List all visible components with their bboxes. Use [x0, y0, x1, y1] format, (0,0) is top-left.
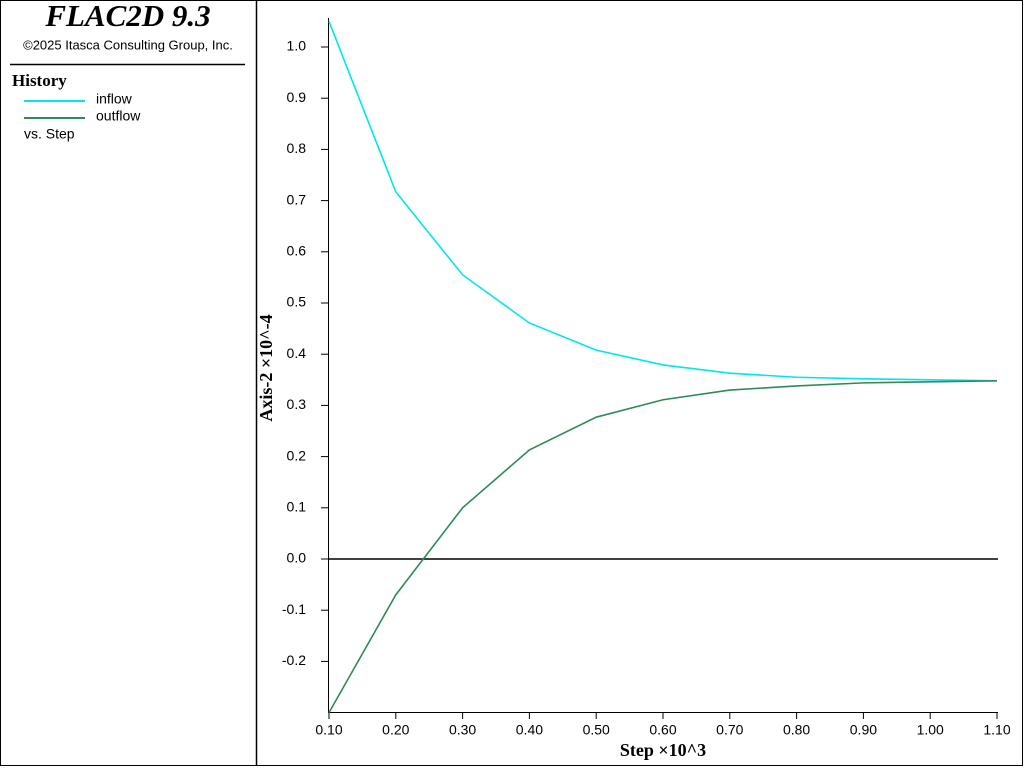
y-tick-label: 0.9: [287, 89, 307, 105]
y-tick-label: 0.1: [287, 499, 307, 515]
x-tick-label: 1.00: [917, 722, 944, 738]
x-tick-label: 0.10: [315, 722, 342, 738]
y-tick-label: 0.0: [287, 550, 307, 566]
y-tick-label: 0.4: [287, 345, 307, 361]
series-line: [328, 380, 998, 713]
y-tick-label: 0.2: [287, 447, 307, 463]
x-axis-title: Step ×10^3: [620, 740, 706, 760]
series-line: [328, 21, 998, 382]
legend-label: outflow: [96, 108, 141, 124]
y-tick-label: 0.7: [287, 191, 307, 207]
y-tick-label: 0.6: [287, 243, 307, 259]
copyright: ©2025 Itasca Consulting Group, Inc.: [23, 37, 233, 52]
legend-label: inflow: [96, 91, 133, 107]
x-tick-label: 0.40: [516, 722, 543, 738]
y-tick-label: 0.3: [287, 396, 307, 412]
x-tick-label: 0.50: [583, 722, 610, 738]
y-tick-label: -0.2: [282, 652, 306, 668]
x-tick-label: 0.70: [716, 722, 743, 738]
legend-note: vs. Step: [24, 126, 75, 142]
x-tick-label: 0.90: [850, 722, 877, 738]
y-tick-label: 0.8: [287, 140, 307, 156]
y-tick-label: 1.0: [287, 38, 307, 54]
x-tick-label: 1.10: [983, 722, 1010, 738]
y-tick-label: 0.5: [287, 294, 307, 310]
y-tick-label: -0.1: [282, 601, 306, 617]
legend-title: History: [12, 71, 67, 90]
y-axis-title: Axis-2 ×10^-4: [256, 314, 276, 421]
x-tick-label: 0.20: [382, 722, 409, 738]
x-tick-label: 0.30: [449, 722, 476, 738]
x-tick-label: 0.60: [649, 722, 676, 738]
app-title: FLAC2D 9.3: [44, 0, 210, 33]
x-tick-label: 0.80: [783, 722, 810, 738]
